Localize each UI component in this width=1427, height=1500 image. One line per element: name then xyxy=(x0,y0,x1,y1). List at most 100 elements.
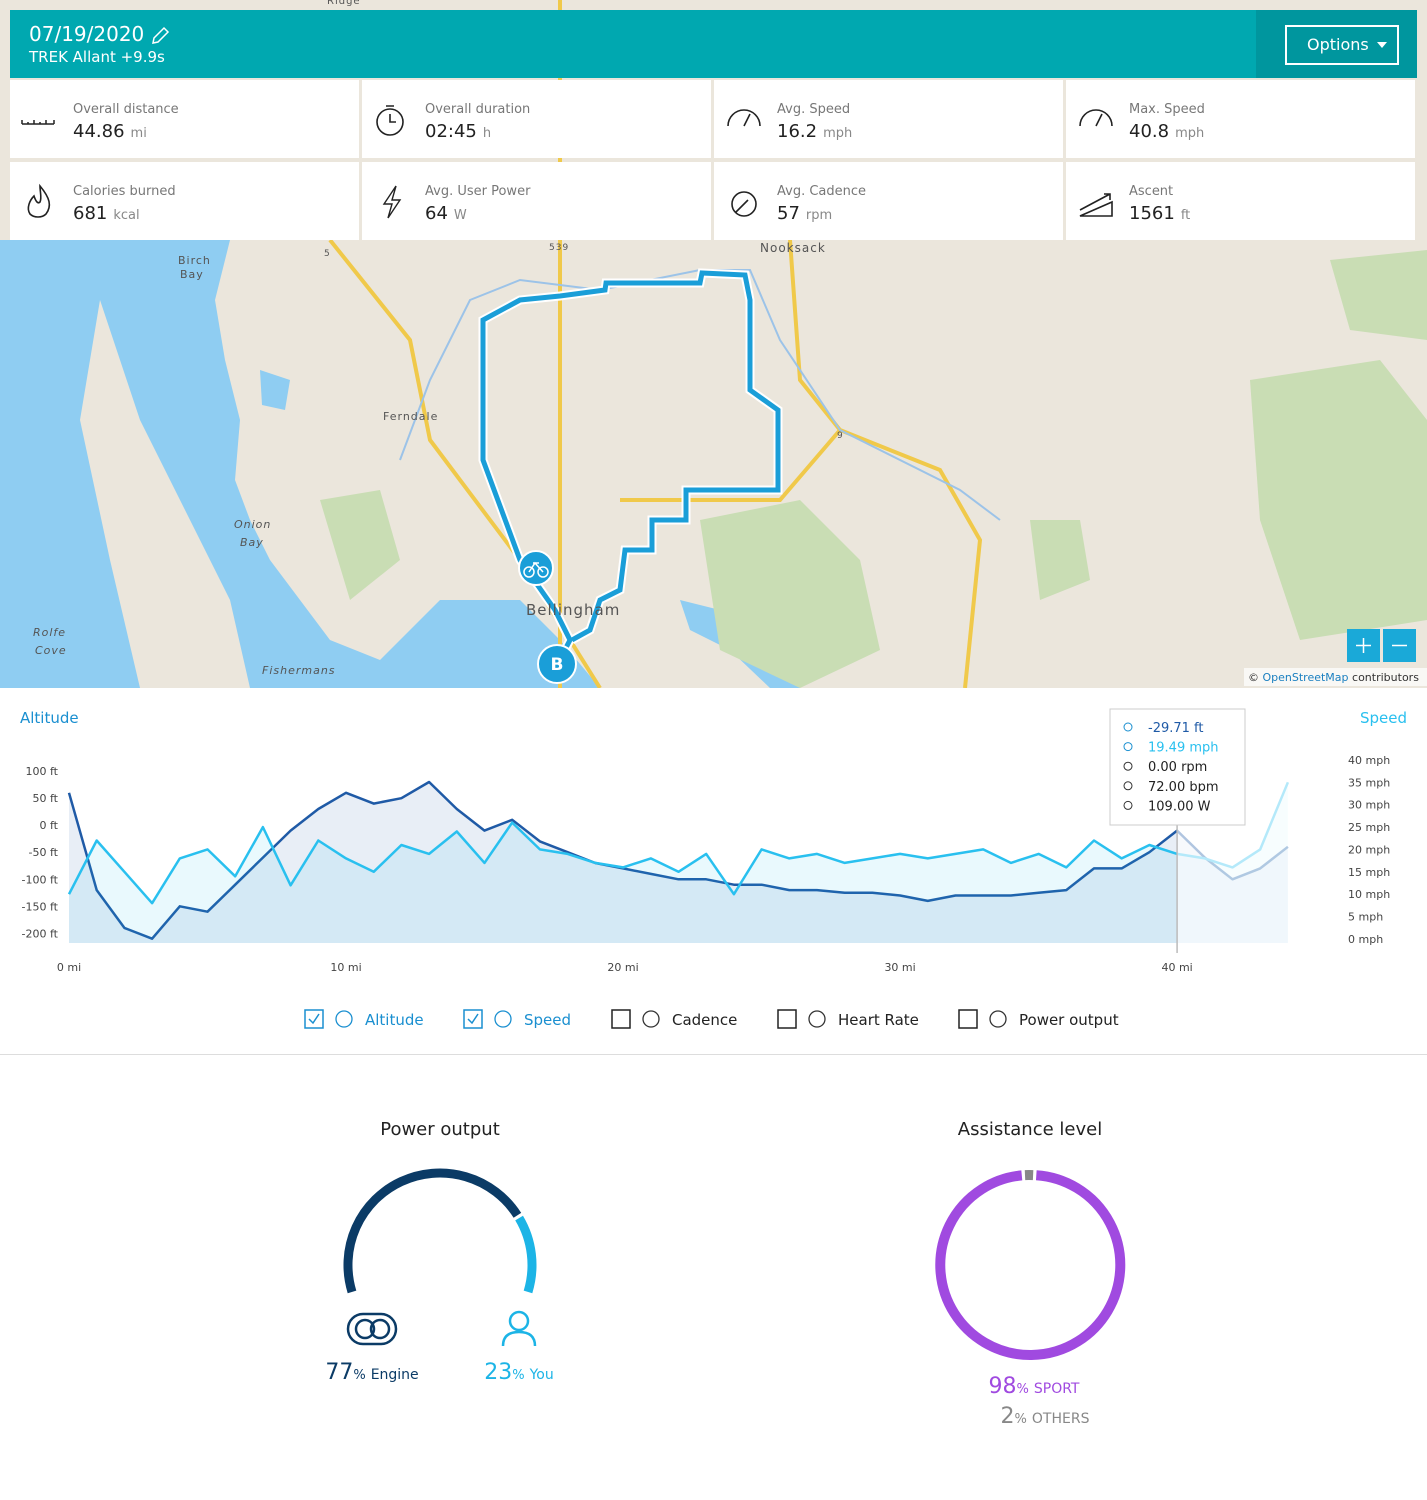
stat-unit: mph xyxy=(1175,126,1205,141)
map-label: Ridge xyxy=(327,0,361,7)
x-tick-label: 0 mi xyxy=(57,961,81,974)
attribution-prefix: © xyxy=(1248,671,1259,684)
y2-tick-label: 5 mph xyxy=(1348,911,1383,924)
stat-card: Max. Speed 40.8 mph xyxy=(1066,80,1415,158)
ride-date: 07/19/2020 xyxy=(29,22,145,46)
stat-icon xyxy=(27,183,51,218)
stat-value: 40.8 xyxy=(1129,121,1170,142)
y-tick-label: -50 ft xyxy=(29,846,59,859)
share-category: SPORT xyxy=(1033,1381,1080,1397)
map-label: Rolfe xyxy=(33,626,66,639)
header: 07/19/2020 TREK Allant +9.9s Options xyxy=(10,10,1417,78)
rider-icon xyxy=(501,1310,537,1347)
ride-subtitle: TREK Allant +9.9s xyxy=(29,48,165,66)
tooltip-icon xyxy=(1123,761,1133,771)
land xyxy=(80,300,250,688)
x-tick-label: 40 mi xyxy=(1161,961,1192,974)
options-button[interactable]: Options xyxy=(1285,25,1399,65)
share-label: 77% Engine xyxy=(325,1360,418,1385)
lake xyxy=(260,370,290,410)
tooltip-icon xyxy=(1123,742,1133,752)
tooltip-icon xyxy=(1123,781,1133,791)
share-value: 77 xyxy=(325,1360,354,1385)
stat-icon xyxy=(21,120,55,125)
tooltip-value: -29.71 ft xyxy=(1148,721,1204,736)
stat-label: Max. Speed xyxy=(1129,102,1205,117)
stat-value: 681 xyxy=(73,203,108,224)
stat-icon xyxy=(1079,109,1113,127)
stat-card: Avg. User Power 64 W xyxy=(362,162,711,240)
share-unit: % xyxy=(1014,1412,1027,1427)
attribution-bg xyxy=(1244,668,1427,686)
x-tick-label: 30 mi xyxy=(884,961,915,974)
toggle-icon xyxy=(642,1010,660,1028)
share-value: 98 xyxy=(988,1374,1017,1399)
toggle-label: Cadence xyxy=(672,1011,737,1029)
y-axis-title: Altitude xyxy=(20,709,79,727)
stat-label: Calories burned xyxy=(73,184,176,199)
stat-label: Avg. Speed xyxy=(777,102,851,117)
stat-unit: rpm xyxy=(805,208,833,223)
header-right xyxy=(1256,10,1417,78)
series-area xyxy=(69,782,1288,943)
toggle-checkbox[interactable] xyxy=(958,1009,978,1029)
stat-card: Calories burned 681 kcal xyxy=(10,162,359,240)
toggle-icon xyxy=(808,1010,826,1028)
toggle-checkbox[interactable] xyxy=(463,1009,483,1029)
share-value: 23 xyxy=(484,1360,513,1385)
map-label: 9 xyxy=(837,431,844,441)
stat-unit: ft xyxy=(1180,208,1191,223)
y2-tick-label: 10 mph xyxy=(1348,888,1390,901)
map-label: 539 xyxy=(549,243,569,253)
route xyxy=(480,270,781,667)
stat-unit: kcal xyxy=(113,208,140,223)
segment xyxy=(935,1170,1126,1360)
zoom-icons xyxy=(1356,638,1407,653)
share-unit: % xyxy=(353,1368,366,1383)
checkmark xyxy=(308,1013,320,1025)
toggle-checkbox[interactable] xyxy=(304,1009,324,1029)
y2-tick-label: 0 mph xyxy=(1348,933,1383,946)
segment xyxy=(515,1215,537,1294)
toggle-checkbox[interactable] xyxy=(777,1009,797,1029)
share-unit: % xyxy=(1016,1382,1029,1397)
segment xyxy=(343,1168,522,1294)
map-label: Cove xyxy=(35,644,67,657)
stat-value: 44.86 xyxy=(73,121,125,142)
map-label: Ferndale xyxy=(383,410,438,423)
stat-label: Overall duration xyxy=(425,102,531,117)
stat-card: Avg. Speed 16.2 mph xyxy=(714,80,1063,158)
stat-value-row: 681 kcal xyxy=(73,203,140,224)
stat-unit: h xyxy=(482,126,492,141)
stat-icon xyxy=(376,105,404,136)
stat-value-row: 40.8 mph xyxy=(1129,121,1204,142)
chart-title: Power output xyxy=(380,1119,500,1140)
map-label: Fishermans xyxy=(262,664,336,677)
ride-chart: Altitude Speed 100 ft 50 ft 0 ft -50 ft -100 f… xyxy=(0,688,1427,1055)
attribution-suffix: contributors xyxy=(1352,671,1419,684)
engine-icon xyxy=(346,1312,398,1346)
stat-icon xyxy=(731,191,757,217)
map-label: Bay xyxy=(180,268,204,281)
map-label: Bay xyxy=(240,536,264,549)
share-unit: % xyxy=(512,1368,525,1383)
stat-icon xyxy=(382,185,402,219)
tooltip-icon xyxy=(1123,800,1133,810)
share-category: Engine xyxy=(370,1367,419,1383)
tooltip-value: 0.00 rpm xyxy=(1148,760,1207,775)
end-marker[interactable] xyxy=(537,644,577,684)
stat-unit: mi xyxy=(130,126,147,141)
y2-tick-label: 25 mph xyxy=(1348,821,1390,834)
dropdown-icon xyxy=(1377,42,1387,48)
stat-value: 1561 xyxy=(1129,203,1175,224)
bike-marker[interactable] xyxy=(518,550,554,586)
x-tick-label: 20 mi xyxy=(607,961,638,974)
toggle-checkbox[interactable] xyxy=(611,1009,631,1029)
attribution-link[interactable]: OpenStreetMap xyxy=(1263,671,1349,684)
map-label: Bellingham xyxy=(526,601,620,619)
edit-icon[interactable] xyxy=(150,26,170,46)
stat-label: Avg. User Power xyxy=(425,184,531,199)
options-label: Options xyxy=(1307,35,1369,54)
stat-value-row: 02:45 h xyxy=(425,121,491,142)
stat-icon xyxy=(727,109,761,127)
